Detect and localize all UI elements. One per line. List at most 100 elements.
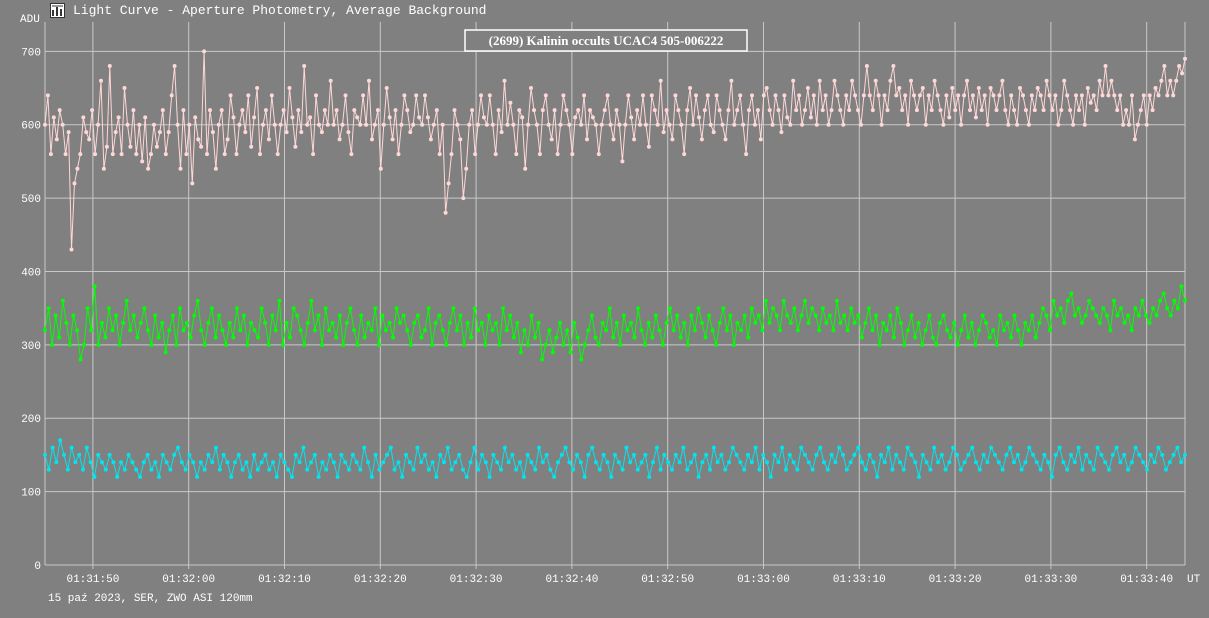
data-point <box>1103 460 1108 465</box>
data-point <box>572 320 577 325</box>
data-point <box>670 467 674 472</box>
data-point <box>1124 108 1129 113</box>
data-point <box>92 474 97 479</box>
data-point <box>134 152 139 157</box>
data-point <box>305 320 310 325</box>
data-point <box>685 108 690 113</box>
data-point <box>1035 86 1040 90</box>
data-point <box>856 445 861 450</box>
data-point <box>573 115 578 120</box>
data-point <box>269 93 274 98</box>
data-point <box>772 452 777 457</box>
series-line <box>44 286 1186 360</box>
data-point <box>756 313 761 318</box>
data-point <box>1177 64 1182 68</box>
data-point <box>193 115 198 120</box>
data-point <box>974 460 978 465</box>
data-point <box>411 467 416 472</box>
data-point <box>499 130 504 135</box>
data-point <box>381 122 386 127</box>
data-point <box>650 335 655 340</box>
data-point <box>1068 108 1073 113</box>
data-point <box>273 328 278 333</box>
data-point <box>1023 108 1028 113</box>
data-point <box>1156 445 1161 450</box>
data-point <box>702 108 707 113</box>
data-point <box>1057 445 1062 450</box>
data-point <box>529 460 534 465</box>
data-point <box>244 460 249 465</box>
data-point <box>1180 71 1185 76</box>
data-point <box>643 122 648 127</box>
x-tick-label: 01:33:10 <box>833 574 886 586</box>
data-point <box>434 108 439 113</box>
data-point <box>787 452 792 457</box>
data-point <box>266 137 271 142</box>
data-point <box>1009 335 1013 340</box>
app-chart-icon[interactable] <box>50 3 65 18</box>
data-point <box>894 452 899 457</box>
data-point <box>1138 108 1143 113</box>
data-point <box>72 181 77 186</box>
data-point <box>938 108 943 113</box>
data-point <box>449 467 454 472</box>
data-point <box>1019 342 1024 347</box>
data-point <box>646 144 651 149</box>
data-point <box>605 93 610 98</box>
data-point <box>393 108 398 113</box>
data-point <box>658 467 663 472</box>
data-point <box>455 328 459 333</box>
data-point <box>1055 313 1060 318</box>
data-point <box>60 122 65 127</box>
data-point <box>392 467 397 472</box>
data-point <box>578 460 583 465</box>
data-point <box>249 320 253 325</box>
data-point <box>278 122 283 127</box>
x-tick-label: 01:31:50 <box>66 574 119 586</box>
data-point <box>323 306 328 311</box>
data-point <box>291 306 296 311</box>
data-point <box>476 122 480 127</box>
data-point <box>1099 452 1104 457</box>
data-point <box>696 474 701 479</box>
data-point <box>490 122 495 127</box>
data-point <box>1108 328 1113 333</box>
data-point <box>383 328 388 333</box>
data-point <box>115 474 120 479</box>
data-point <box>945 328 950 333</box>
data-point <box>632 335 637 340</box>
data-point <box>355 342 360 347</box>
data-point <box>596 152 601 157</box>
data-point <box>1094 313 1099 318</box>
data-point <box>1119 306 1124 311</box>
data-point <box>1040 306 1045 311</box>
data-point <box>694 93 698 98</box>
data-point <box>1091 93 1096 98</box>
data-point <box>1132 137 1137 142</box>
data-point <box>870 328 875 333</box>
data-point <box>344 320 349 325</box>
data-point <box>781 298 786 303</box>
data-point <box>1110 452 1115 457</box>
data-point <box>829 452 834 457</box>
y-tick-label: 500 <box>21 194 41 206</box>
data-point <box>729 78 734 83</box>
data-point <box>985 460 990 465</box>
data-point <box>249 144 254 149</box>
data-point <box>334 108 339 113</box>
data-point <box>1062 320 1067 325</box>
data-point <box>390 137 395 142</box>
data-point <box>586 328 591 333</box>
data-point <box>309 460 313 465</box>
data-point <box>773 93 778 98</box>
data-point <box>192 313 197 318</box>
x-tick-label: 01:32:10 <box>258 574 311 586</box>
data-point <box>1095 445 1100 450</box>
data-point <box>1030 313 1035 318</box>
data-point <box>217 467 222 472</box>
data-point <box>461 467 465 472</box>
data-point <box>959 328 964 333</box>
data-point <box>110 328 115 333</box>
data-point <box>1012 313 1017 318</box>
data-point <box>178 306 182 311</box>
